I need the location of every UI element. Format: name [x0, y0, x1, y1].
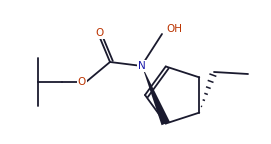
Polygon shape [142, 66, 170, 125]
Text: O: O [78, 77, 86, 87]
Text: N: N [138, 61, 146, 71]
Text: O: O [96, 28, 104, 38]
Text: OH: OH [166, 24, 182, 34]
